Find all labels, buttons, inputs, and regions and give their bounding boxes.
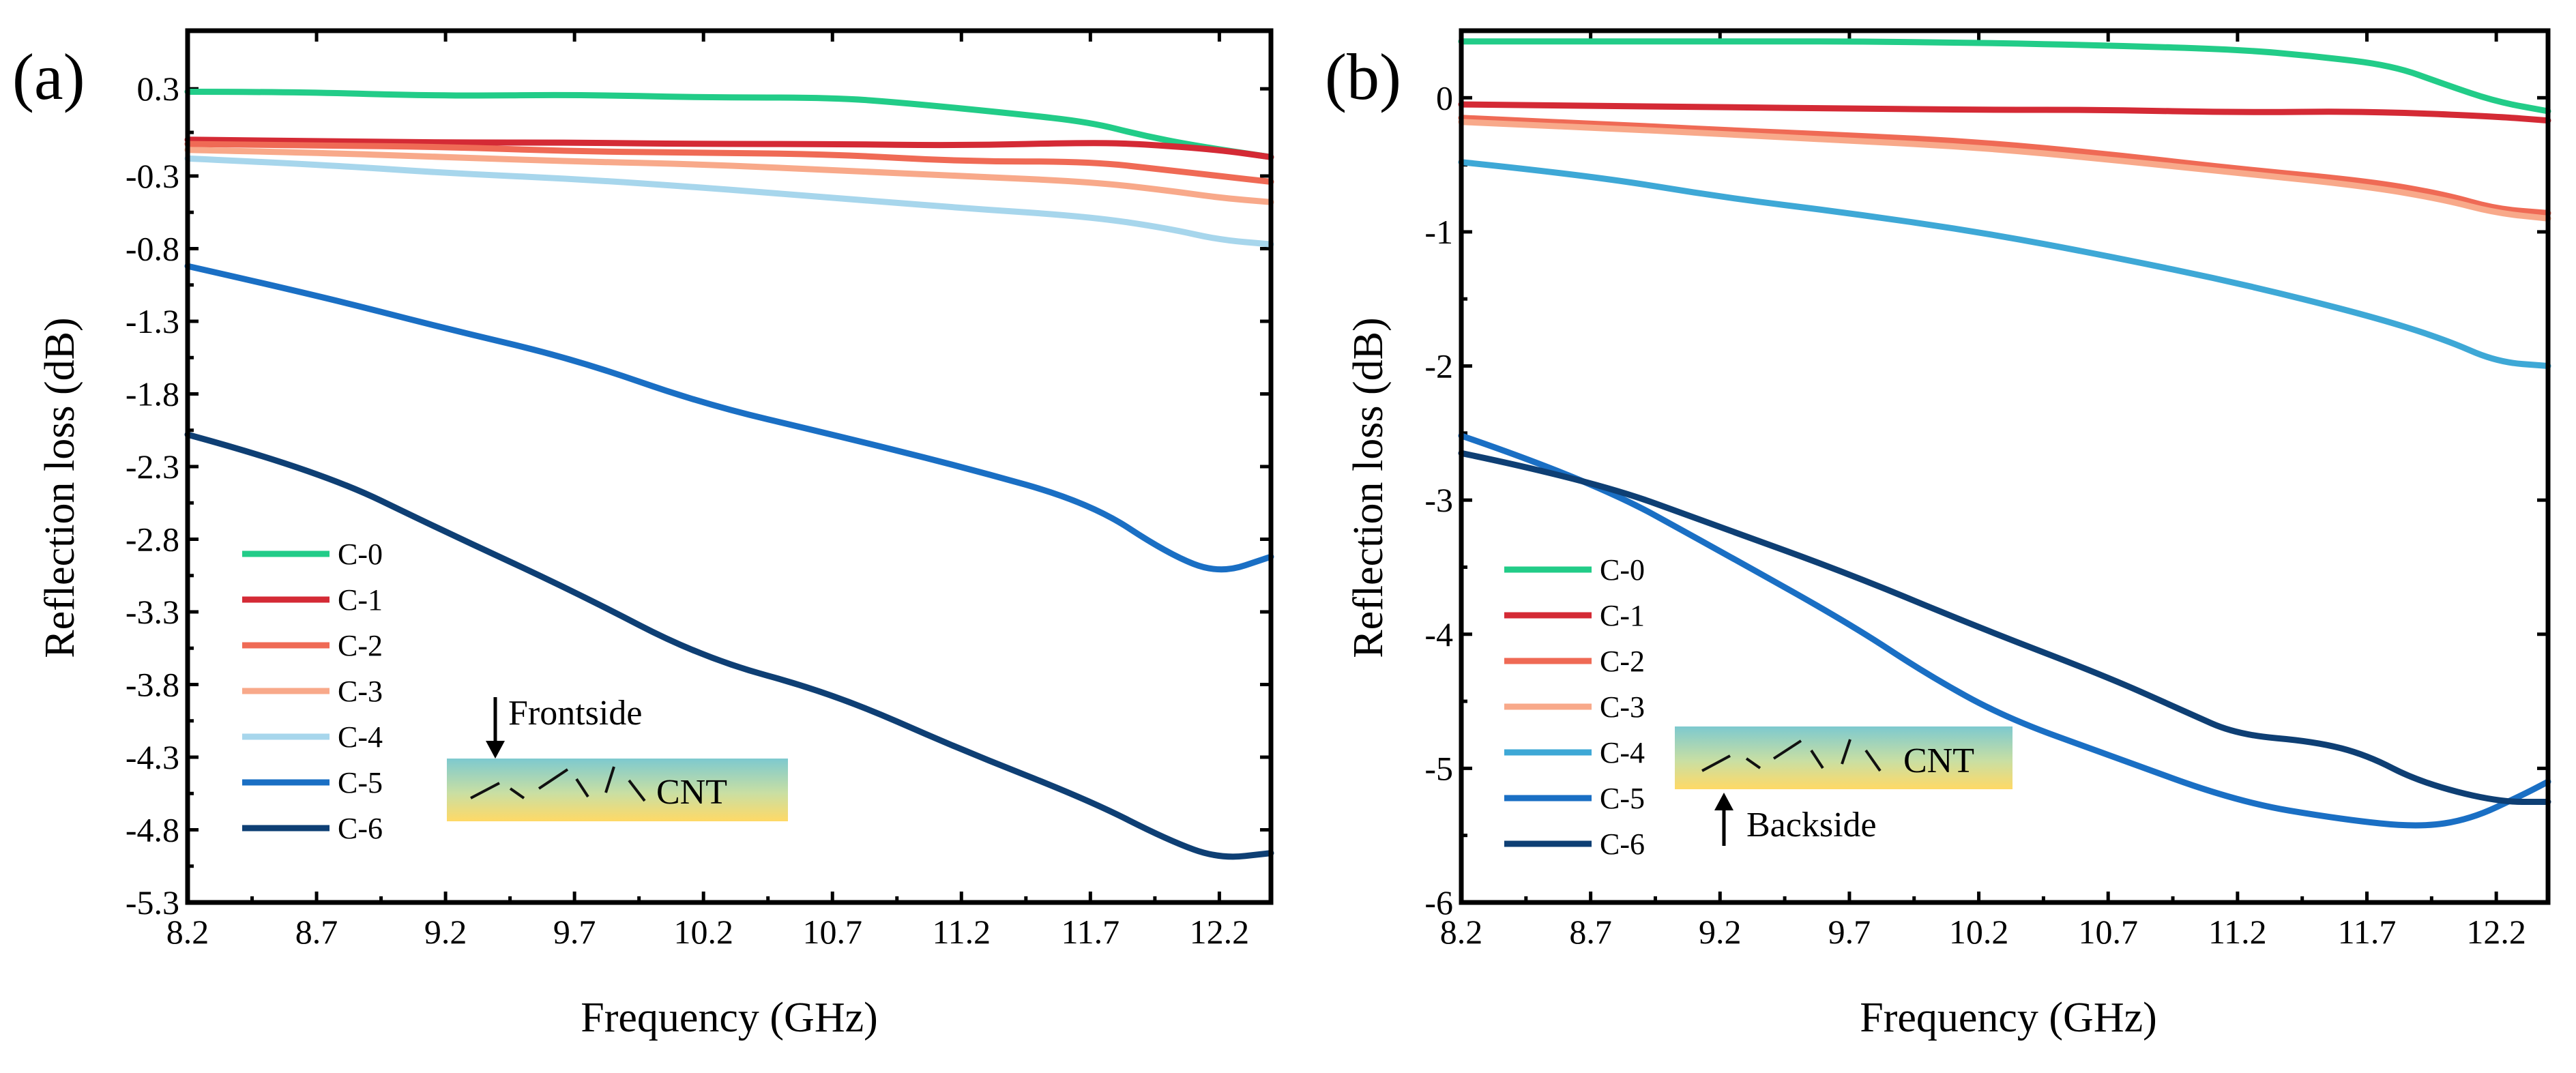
panel-b-ytick-label: -4 xyxy=(1424,615,1453,653)
panel-b-xtick-label: 10.7 xyxy=(2078,913,2138,951)
panel-b-ytick-label: -5 xyxy=(1424,749,1453,787)
panel-a-plot-frame xyxy=(185,28,1274,905)
panel-b-legend-label: C-6 xyxy=(1600,827,1645,861)
panel-a-legend-label: C-2 xyxy=(338,629,383,662)
panel-a-y-axis: 0.3 -0.3 -0.8 -1.3 -1.8 -2.3 -2.8 -3.3 -3.8 -4.3 -… xyxy=(126,70,1271,922)
panel-a-series-c-4 xyxy=(184,155,1274,248)
panel-b-legend-label: C-5 xyxy=(1600,782,1645,815)
panel-a-inset-cnt-layer xyxy=(447,759,788,821)
panel-a-series xyxy=(184,89,1274,860)
panel-a-legend-label: C-5 xyxy=(338,766,383,799)
panel-b-series-c-1 xyxy=(1458,101,2551,124)
panel-b-xtick-label: 8.7 xyxy=(1569,913,1612,951)
panel-a-xtick-label: 9.2 xyxy=(424,913,467,951)
panel-a-xtick-label: 10.7 xyxy=(802,913,862,951)
panel-a-label: (a) xyxy=(12,40,85,113)
panel-b-x-axis-title: Frequency (GHz) xyxy=(1860,995,2157,1041)
panel-b-xtick-label: 9.2 xyxy=(1699,913,1742,951)
panel-a-xtick-label: 10.2 xyxy=(673,913,733,951)
panel-a-ytick-label: -0.8 xyxy=(126,230,179,268)
panel-b-inset-material-label: CNT xyxy=(1903,741,1974,780)
panel-a-ytick-label: -5.3 xyxy=(126,883,179,922)
panel-a-xtick-label: 9.7 xyxy=(553,913,596,951)
panel-b-plot-frame xyxy=(1459,28,2551,905)
panel-b-chart: (b) 0 -1 -2 -3 -4 -5 -6 8.2 8.7 9.2 9.7 10.2 10.7 11… xyxy=(1325,28,2551,1041)
panel-a-inset-cnt-strokes xyxy=(470,766,646,802)
panel-a-xtick-label: 11.2 xyxy=(932,913,991,951)
panel-a-ytick-label: -3.8 xyxy=(126,666,179,704)
panel-a-xtick-label: 8.2 xyxy=(166,913,209,951)
panel-a-legend-label: C-0 xyxy=(338,538,383,571)
panel-a-ytick-label: -2.3 xyxy=(126,447,179,486)
panel-a-legend-label: C-1 xyxy=(338,583,383,617)
panel-a-ytick-label: -1.3 xyxy=(126,302,179,340)
panel-a-series-c-2 xyxy=(184,141,1274,185)
panel-b-series-c-4 xyxy=(1458,159,2551,369)
panel-b-legend-label: C-3 xyxy=(1600,690,1645,724)
panel-b-series-c-3 xyxy=(1458,119,2551,222)
panel-b-label: (b) xyxy=(1325,40,1401,113)
panel-b-inset: CNT Backside xyxy=(1675,726,2012,846)
panel-a-series-c-1 xyxy=(184,136,1274,160)
panel-b-legend-label: C-4 xyxy=(1600,736,1645,769)
panel-a-legend-label: C-4 xyxy=(338,720,383,754)
panel-b-legend-label: C-0 xyxy=(1600,553,1645,587)
panel-b-legend-label: C-2 xyxy=(1600,645,1645,678)
panel-a-inset-material-label: CNT xyxy=(656,773,727,812)
panel-b-xtick-label: 11.2 xyxy=(2208,913,2267,951)
panel-a-xtick-label: 11.7 xyxy=(1062,913,1120,951)
panel-b-xtick-label: 12.2 xyxy=(2466,913,2526,951)
panel-a-y-axis-title: Reflection loss (dB) xyxy=(37,317,83,658)
panel-a-inset-arrowhead xyxy=(486,741,505,759)
panel-b-xtick-label: 8.2 xyxy=(1440,913,1483,951)
panel-b-y-axis: 0 -1 -2 -3 -4 -5 -6 xyxy=(1424,78,2548,922)
panel-a-series-c-0 xyxy=(184,89,1274,160)
panel-b-series-c-2 xyxy=(1458,115,2551,216)
panel-b-legend: C-0 C-1 C-2 C-3 C-4 C-5 C-6 xyxy=(1504,553,1645,861)
panel-a-inset: Frontside CNT xyxy=(447,694,788,821)
panel-a-ytick-label: -0.3 xyxy=(126,157,179,195)
panel-b-legend-label: C-1 xyxy=(1600,599,1645,632)
panel-a-ytick-label: -2.8 xyxy=(126,520,179,559)
panel-a-legend-label: C-3 xyxy=(338,675,383,708)
panel-a-ytick-label: -1.8 xyxy=(126,375,179,413)
panel-a-ytick-label: 0.3 xyxy=(137,70,180,108)
panel-b-inset-arrow-label: Backside xyxy=(1746,806,1877,844)
panel-a-ytick-label: -3.3 xyxy=(126,593,179,631)
panel-a-series-c-3 xyxy=(184,147,1274,205)
panel-a-series-c-5 xyxy=(184,263,1274,573)
panel-b-inset-cnt-strokes xyxy=(1701,739,1882,772)
panel-a-series-c-6 xyxy=(184,431,1274,860)
panel-b-series-c-5 xyxy=(1458,432,2551,829)
panel-a-ytick-label: -4.8 xyxy=(126,811,179,849)
panel-b-ytick-label: -6 xyxy=(1424,883,1453,922)
panel-a-inset-arrow-label: Frontside xyxy=(508,694,642,733)
panel-b-ytick-label: -1 xyxy=(1424,213,1453,251)
panel-a-x-axis-title: Frequency (GHz) xyxy=(581,995,878,1041)
panel-b-series xyxy=(1458,38,2551,829)
panel-b-series-c-0 xyxy=(1458,38,2551,115)
panel-b-ytick-label: 0 xyxy=(1436,78,1453,117)
panel-b-ytick-label: -2 xyxy=(1424,347,1453,385)
panel-b-xtick-label: 10.2 xyxy=(1949,913,2009,951)
panel-a-xtick-label: 8.7 xyxy=(295,913,338,951)
panel-a-xtick-label: 12.2 xyxy=(1190,913,1250,951)
panel-a-ytick-label: -4.3 xyxy=(126,738,179,776)
panel-b-inset-arrowhead xyxy=(1714,793,1733,810)
panel-b-x-axis: 8.2 8.7 9.2 9.7 10.2 10.7 11.2 11.7 12.2 xyxy=(1440,31,2526,951)
panel-a-chart: (a) 0.3 -0.3 -0.8 -1.3 -1.8 -2.3 -2.8 -3.3 -3.8 -… xyxy=(12,28,1274,1041)
panel-b-xtick-label: 11.7 xyxy=(2338,913,2397,951)
panel-a-legend-label: C-6 xyxy=(338,812,383,845)
panel-b-y-axis-title: Reflection loss (dB) xyxy=(1345,317,1392,658)
panel-b-xtick-label: 9.7 xyxy=(1828,913,1871,951)
panel-a-legend: C-0 C-1 C-2 C-3 C-4 C-5 C-6 xyxy=(242,538,383,845)
panel-b-series-c-6 xyxy=(1458,450,2551,805)
panel-b-ytick-label: -3 xyxy=(1424,481,1453,519)
